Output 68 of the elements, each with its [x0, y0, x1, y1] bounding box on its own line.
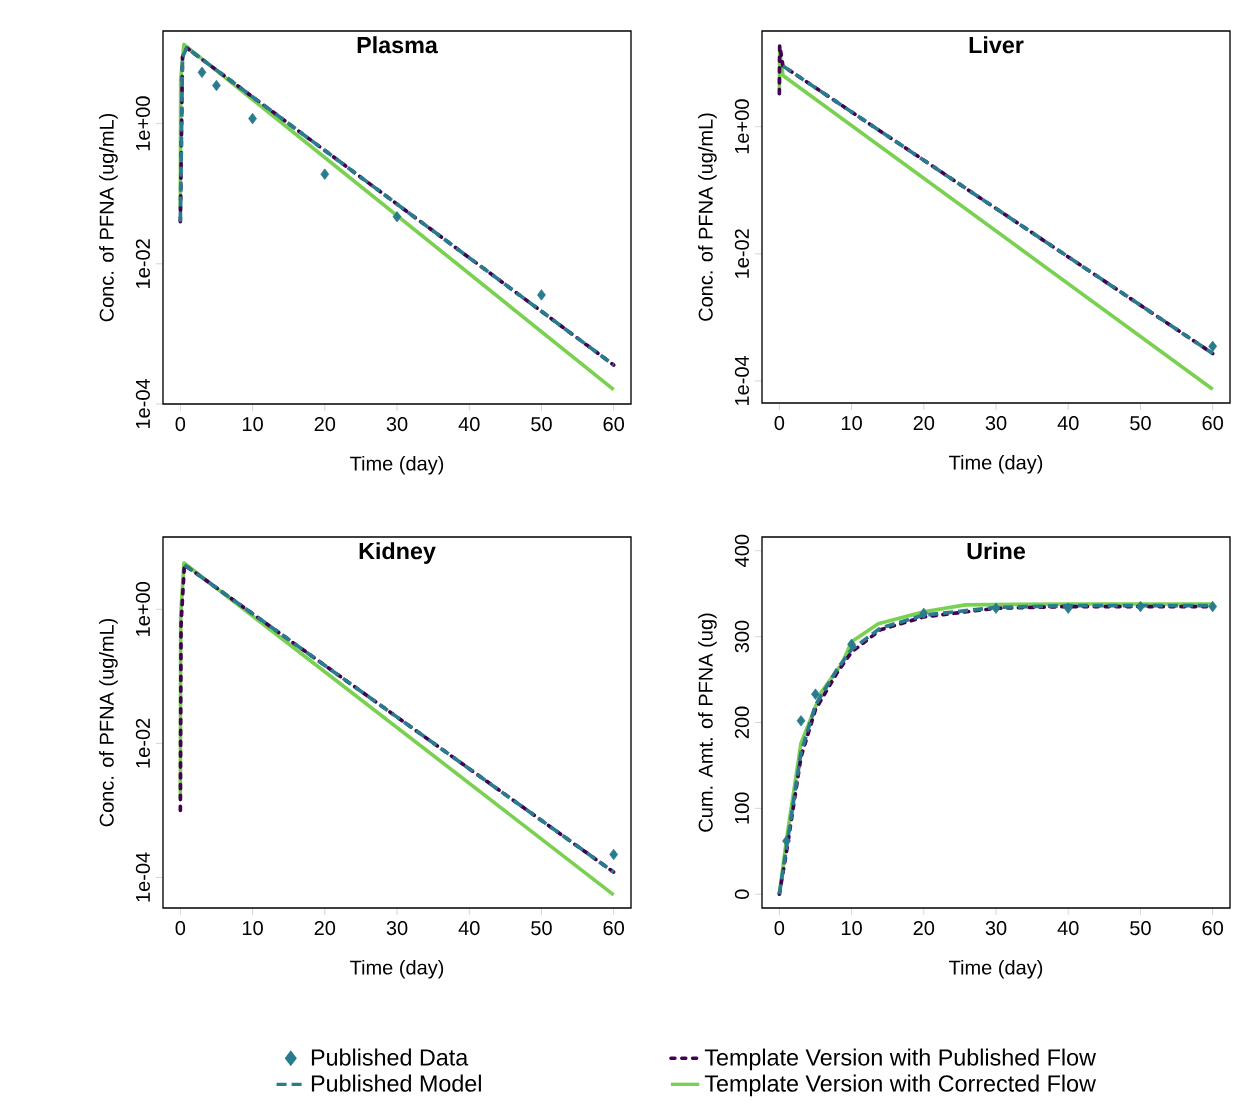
y-tick-label: 1e+00 [734, 99, 749, 154]
y-tick-label: 300 [734, 620, 749, 653]
x-tick-label: 0 [175, 920, 186, 936]
y-tick-label: 1e-02 [135, 239, 150, 288]
x-axis-title: Time (day) [949, 959, 1043, 979]
y-tick-label: 1e-04 [734, 355, 749, 405]
point [919, 607, 929, 620]
point [320, 168, 330, 180]
x-tick-label: 40 [458, 416, 480, 432]
x-tick-label: 30 [386, 416, 408, 432]
x-tick-label: 50 [531, 920, 552, 936]
x-tick-label: 50 [1130, 415, 1151, 431]
legend-label: Template Version with Corrected Flow [704, 1074, 1096, 1097]
x-tick-label: 60 [603, 416, 625, 432]
x-tick-label: 40 [458, 920, 480, 936]
y-axis-title: Conc. of PFNA (ug/mL) [698, 113, 717, 321]
legend-label: Published Model [311, 1074, 481, 1092]
y-axis-title: Conc. of PFNA (ug/mL) [99, 113, 118, 322]
legend-label: Template Version with Published Flow [704, 1048, 1096, 1071]
x-tick-label: 40 [1057, 920, 1079, 936]
x-tick-label: 50 [1130, 920, 1151, 936]
x-tick-label: 0 [774, 920, 785, 936]
chart-title: Kidney [359, 542, 436, 564]
x-tick-label: 0 [774, 415, 785, 431]
point [796, 715, 806, 727]
x-tick-label: 30 [985, 920, 1007, 936]
chart-title: Urine [967, 542, 1026, 560]
x-axis-title: Time (day) [350, 455, 444, 475]
x-tick-label: 30 [386, 920, 408, 936]
y-tick-label: 400 [734, 534, 749, 567]
x-tick-label: 10 [242, 920, 263, 936]
x-tick-label: 20 [913, 920, 935, 936]
x-tick-label: 0 [175, 416, 186, 432]
point [1208, 600, 1218, 613]
legend-label: Published Data [311, 1048, 469, 1066]
x-tick-label: 20 [314, 416, 336, 432]
x-tick-label: 40 [1057, 415, 1079, 431]
x-tick-label: 20 [913, 415, 935, 431]
y-tick-label: 1e-02 [135, 718, 150, 768]
x-tick-label: 60 [1202, 415, 1224, 431]
x-tick-label: 30 [985, 415, 1007, 431]
point [811, 688, 820, 700]
chart-title: Plasma [357, 36, 438, 54]
chart-title: Liver [969, 36, 1024, 54]
x-axis-title: Time (day) [949, 454, 1043, 474]
point [197, 66, 207, 78]
x-tick-label: 20 [314, 920, 336, 936]
y-tick-label: 1e-02 [734, 229, 749, 278]
y-tick-label: 1e-04 [135, 379, 150, 429]
y-axis-title: Conc. of PFNA (ug/mL) [99, 618, 118, 827]
point [537, 289, 546, 301]
point [1063, 602, 1073, 614]
x-tick-label: 10 [242, 416, 263, 432]
y-axis-title: Cum. Amt. of PFNA (ug) [698, 613, 717, 832]
point [991, 602, 1001, 614]
y-tick-label: 100 [734, 792, 749, 824]
x-tick-label: 10 [841, 920, 862, 936]
x-tick-label: 60 [1202, 920, 1224, 936]
y-tick-label: 1e+00 [135, 582, 150, 636]
x-tick-label: 50 [531, 416, 552, 432]
y-tick-label: 0 [734, 889, 749, 900]
point [392, 211, 402, 223]
x-tick-label: 60 [603, 920, 625, 936]
x-axis-title: Time (day) [350, 959, 444, 979]
y-tick-label: 200 [734, 706, 749, 739]
y-tick-label: 1e+00 [135, 96, 150, 151]
y-tick-label: 1e-04 [135, 852, 150, 902]
x-tick-label: 10 [841, 415, 862, 431]
